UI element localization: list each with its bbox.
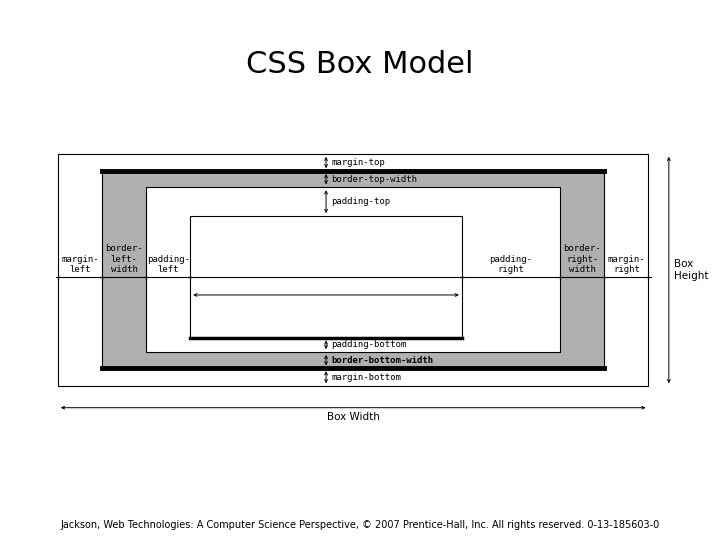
Text: border-bottom-width: border-bottom-width [331,356,433,364]
Text: padding-
left: padding- left [147,255,190,274]
Text: margin-
right: margin- right [608,255,645,274]
Text: Content Height: Content Height [196,247,275,258]
Text: border-
right-
width: border- right- width [564,244,601,274]
Text: margin-
left: margin- left [61,255,99,274]
Bar [146,187,560,352]
Bar [190,216,462,338]
Text: padding-
right: padding- right [490,255,533,274]
Text: padding-bottom: padding-bottom [331,340,407,349]
Bar [58,154,649,386]
Text: padding-top: padding-top [331,197,391,206]
Text: border-
left-
width: border- left- width [105,244,143,274]
Bar [102,171,604,368]
Text: Content Width: Content Width [333,290,408,300]
Text: Box Width: Box Width [327,412,379,422]
Text: border-top-width: border-top-width [331,175,418,184]
Text: margin-bottom: margin-bottom [331,373,401,382]
Text: CSS Box Model: CSS Box Model [246,50,474,79]
Text: margin-top: margin-top [331,158,385,167]
Text: Jackson, Web Technologies: A Computer Science Perspective, © 2007 Prentice-Hall,: Jackson, Web Technologies: A Computer Sc… [60,520,660,530]
Text: Box
Height: Box Height [674,259,708,281]
